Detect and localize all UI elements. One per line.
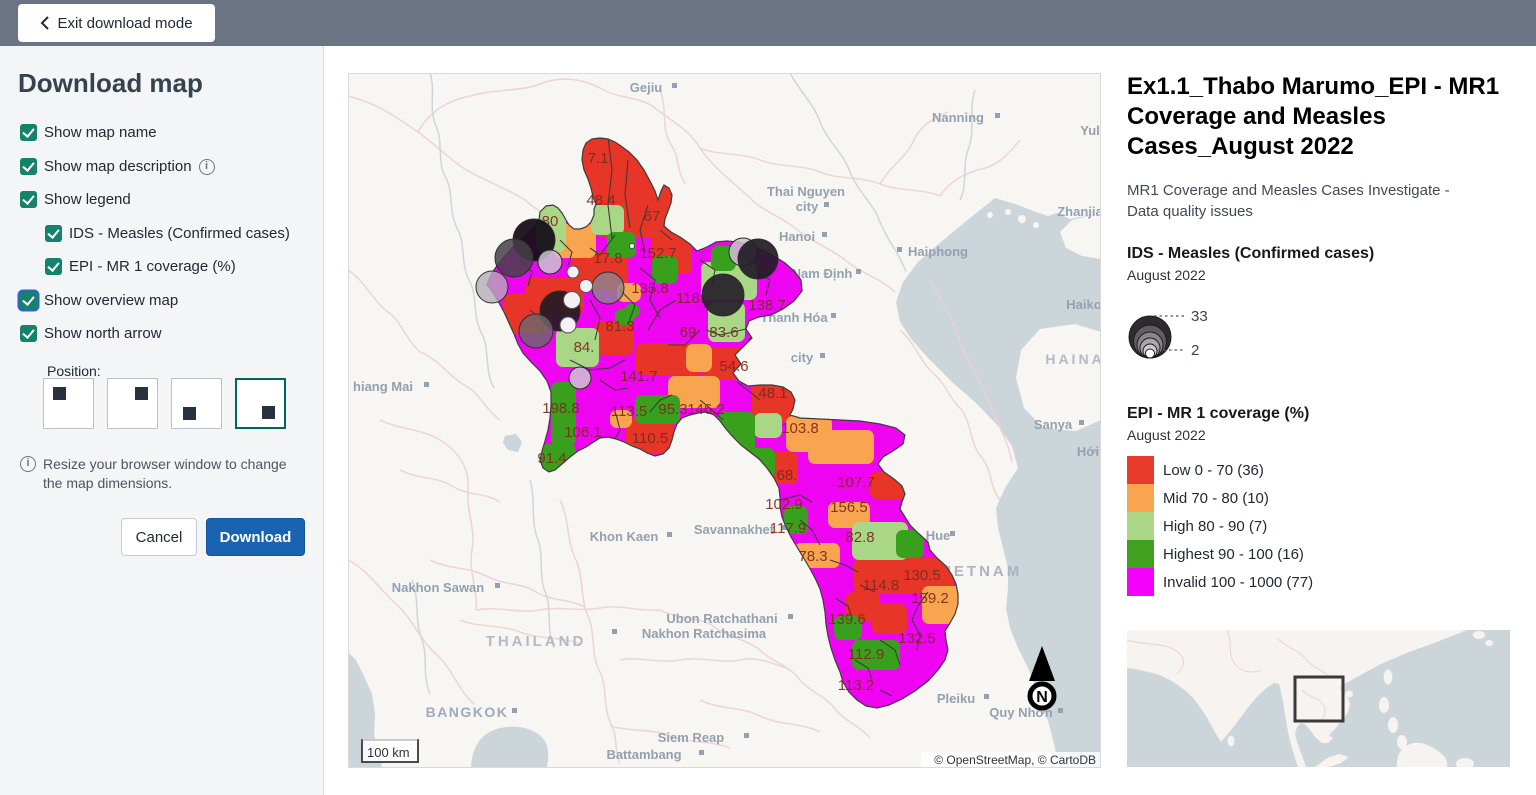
svg-text:84.: 84. (574, 339, 595, 356)
svg-text:N: N (1036, 689, 1048, 706)
svg-text:95.3: 95.3 (658, 401, 687, 418)
svg-text:67: 67 (644, 208, 661, 225)
svg-text:Hue: Hue (926, 528, 951, 543)
svg-text:Yul: Yul (1080, 123, 1100, 138)
svg-text:100 km: 100 km (367, 745, 410, 760)
svg-text:BANGKOK: BANGKOK (426, 704, 509, 720)
svg-text:city: city (791, 350, 814, 365)
svg-text:Nakhon Sawan: Nakhon Sawan (392, 580, 485, 595)
svg-text:152.7: 152.7 (639, 245, 677, 262)
svg-text:Nam Định: Nam Định (792, 266, 853, 281)
svg-text:Haiphong: Haiphong (908, 244, 968, 259)
svg-text:17.8: 17.8 (593, 250, 622, 267)
svg-text:102.9: 102.9 (765, 496, 803, 513)
svg-text:Sanya: Sanya (1034, 417, 1073, 432)
svg-text:117.9: 117.9 (770, 520, 806, 537)
svg-text:54.6: 54.6 (719, 358, 748, 375)
svg-text:156.5: 156.5 (830, 499, 868, 516)
svg-text:69: 69 (680, 324, 697, 341)
svg-text:68.: 68. (777, 467, 798, 484)
svg-text:113.2: 113.2 (838, 677, 874, 694)
svg-text:114.8: 114.8 (863, 577, 899, 594)
svg-text:139.6: 139.6 (828, 611, 866, 628)
svg-text:118.: 118. (676, 290, 704, 307)
svg-text:159.2: 159.2 (911, 590, 949, 607)
svg-text:113.5: 113.5 (611, 403, 647, 420)
svg-text:Savannakhet: Savannakhet (694, 522, 775, 537)
svg-text:Nanning: Nanning (932, 110, 984, 125)
svg-text:Nakhon Ratchasima: Nakhon Ratchasima (642, 626, 767, 641)
svg-text:130.5: 130.5 (903, 567, 941, 584)
svg-text:Haiko: Haiko (1066, 297, 1101, 312)
svg-text:91.4: 91.4 (537, 450, 566, 467)
svg-text:48.4: 48.4 (586, 192, 615, 209)
svg-text:82.8: 82.8 (845, 529, 874, 546)
svg-text:city: city (796, 199, 819, 214)
svg-text:146.2: 146.2 (687, 401, 725, 418)
svg-text:2: 2 (1191, 342, 1199, 359)
svg-text:Hới: Hới (1077, 444, 1099, 459)
svg-text:Siem Reap: Siem Reap (658, 730, 725, 745)
svg-text:Thanh Hóa: Thanh Hóa (760, 310, 828, 325)
svg-text:141.7: 141.7 (620, 368, 658, 385)
svg-text:112.9: 112.9 (848, 646, 884, 663)
svg-text:33: 33 (1191, 308, 1208, 325)
svg-text:48.1: 48.1 (758, 385, 787, 402)
svg-text:132.5: 132.5 (898, 630, 936, 647)
svg-text:110.5: 110.5 (632, 430, 668, 447)
svg-text:hiang Mai: hiang Mai (353, 379, 413, 394)
svg-text:Pleiku: Pleiku (937, 691, 975, 706)
svg-text:HAINA: HAINA (1045, 351, 1101, 367)
svg-text:81.3: 81.3 (605, 318, 634, 335)
svg-text:© OpenStreetMap, © CartoDB: © OpenStreetMap, © CartoDB (934, 753, 1096, 767)
svg-text:Ubon Ratchathani: Ubon Ratchathani (666, 611, 777, 626)
svg-text:106.1: 106.1 (564, 424, 602, 441)
svg-text:78.3: 78.3 (798, 548, 827, 565)
svg-text:Zhanjia: Zhanjia (1057, 204, 1101, 219)
svg-text:135.8: 135.8 (631, 280, 669, 297)
svg-text:Thai Nguyen: Thai Nguyen (767, 184, 845, 199)
svg-text:107.7: 107.7 (837, 474, 875, 491)
svg-text:VIETNAM: VIETNAM (934, 563, 1023, 580)
svg-text:THAILAND: THAILAND (486, 633, 587, 650)
svg-text:Battambang: Battambang (606, 747, 681, 762)
svg-text:83.6: 83.6 (709, 324, 738, 341)
svg-text:198.8: 198.8 (542, 400, 580, 417)
svg-text:103.8: 103.8 (781, 420, 819, 437)
svg-text:138.7: 138.7 (748, 297, 786, 314)
svg-text:7.1: 7.1 (588, 150, 609, 167)
svg-text:Hanoi: Hanoi (779, 229, 815, 244)
svg-text:Gejiu: Gejiu (630, 80, 663, 95)
svg-text:Khon Kaen: Khon Kaen (590, 529, 659, 544)
